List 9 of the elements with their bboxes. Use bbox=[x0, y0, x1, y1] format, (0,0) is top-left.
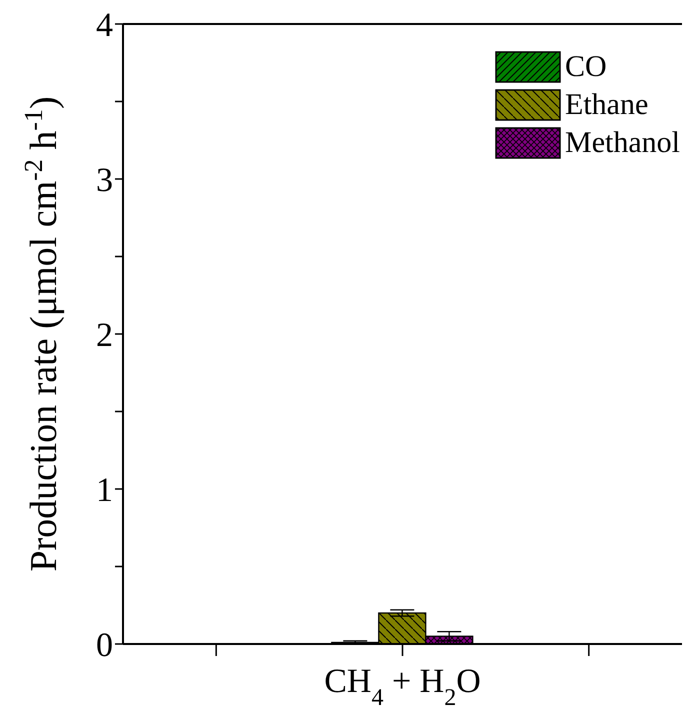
y-tick-label: 3 bbox=[96, 162, 113, 200]
x-tick-label: CH$_{4}$ + H$_{2}$O bbox=[324, 663, 481, 709]
legend-label: CO bbox=[565, 50, 607, 83]
y-tick-label: 0 bbox=[96, 627, 113, 664]
legend-label: Ethane bbox=[565, 88, 648, 121]
legend-label: Methanol bbox=[565, 126, 680, 159]
y-tick-label: 4 bbox=[96, 7, 113, 44]
y-tick-label: 1 bbox=[96, 472, 113, 510]
y-tick-label: 2 bbox=[96, 317, 113, 354]
